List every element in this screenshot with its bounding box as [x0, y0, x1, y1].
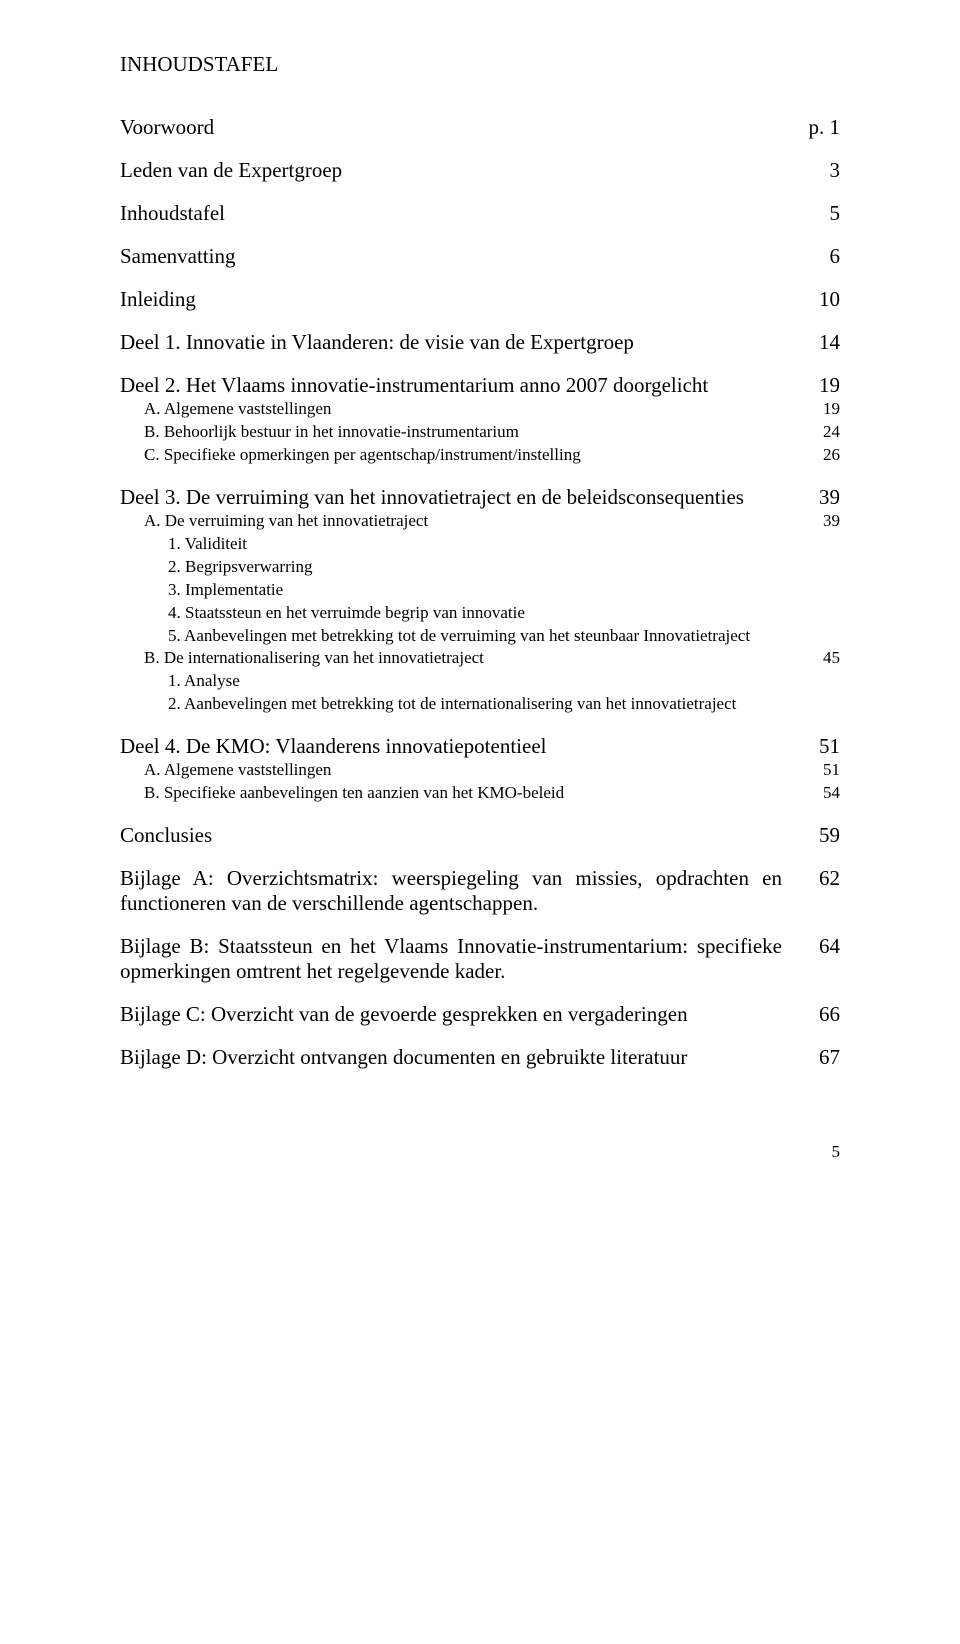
- toc-page-number: 24: [806, 421, 840, 444]
- toc-label: Bijlage C: Overzicht van de gevoerde ges…: [120, 1002, 806, 1027]
- toc-label: Leden van de Expertgroep: [120, 158, 806, 183]
- toc-subsub-deel3-a2: 2. Begripsverwarring: [168, 556, 840, 579]
- toc-page-number: 67: [806, 1045, 840, 1070]
- toc-entry-bijlage-c: Bijlage C: Overzicht van de gevoerde ges…: [120, 1002, 840, 1027]
- toc-page-number: 62: [806, 866, 840, 891]
- toc-page-number: 19: [806, 373, 840, 398]
- bijlage-prefix: Bijlage A: [120, 866, 208, 890]
- toc-label: C. Specifieke opmerkingen per agentschap…: [144, 444, 806, 467]
- bijlage-rest: : Staatssteun en het Vlaams Innovatie-in…: [120, 934, 782, 983]
- toc-subsub-deel3-a4: 4. Staatssteun en het verruimde begrip v…: [168, 602, 840, 625]
- toc-label: B. Behoorlijk bestuur in het innovatie-i…: [144, 421, 806, 444]
- toc-page-number: 5: [806, 201, 840, 226]
- toc-subsub-deel3-b2: 2. Aanbevelingen met betrekking tot de i…: [168, 693, 840, 716]
- toc-entry-inhoudstafel: Inhoudstafel 5: [120, 201, 840, 226]
- toc-page-number: 39: [806, 485, 840, 510]
- toc-entry-conclusies: Conclusies 59: [120, 823, 840, 848]
- toc-label: B. Specifieke aanbevelingen ten aanzien …: [144, 782, 806, 805]
- toc-page: INHOUDSTAFEL Voorwoord p. 1 Leden van de…: [0, 0, 960, 1202]
- page-footer-number: 5: [120, 1142, 840, 1162]
- bijlage-prefix: Bijlage B: [120, 934, 203, 958]
- toc-subentry-deel4-a: A. Algemene vaststellingen 51: [144, 759, 840, 782]
- toc-label: Conclusies: [120, 823, 806, 848]
- toc-subentry-deel2-a: A. Algemene vaststellingen 19: [144, 398, 840, 421]
- toc-page-number: 6: [806, 244, 840, 269]
- bijlage-rest: : Overzichtsmatrix: weerspiegeling van m…: [120, 866, 782, 915]
- bijlage-rest: : Overzicht van de gevoerde gesprekken e…: [200, 1002, 688, 1026]
- toc-entry-bijlage-b: Bijlage B: Staatssteun en het Vlaams Inn…: [120, 934, 840, 984]
- toc-subentry-deel2-b: B. Behoorlijk bestuur in het innovatie-i…: [144, 421, 840, 444]
- toc-label: Samenvatting: [120, 244, 806, 269]
- toc-entry-bijlage-d: Bijlage D: Overzicht ontvangen documente…: [120, 1045, 840, 1070]
- toc-page-number: 3: [806, 158, 840, 183]
- toc-page-number: 54: [806, 782, 840, 805]
- toc-label: Deel 3. De verruiming van het innovatiet…: [120, 485, 806, 510]
- toc-label: Deel 2. Het Vlaams innovatie-instrumenta…: [120, 373, 806, 398]
- toc-page-number: 59: [806, 823, 840, 848]
- toc-page-number: 66: [806, 1002, 840, 1027]
- toc-subsub-deel3-b1: 1. Analyse: [168, 670, 840, 693]
- toc-label: B. De internationalisering van het innov…: [144, 647, 806, 670]
- toc-subentry-deel2-c: C. Specifieke opmerkingen per agentschap…: [144, 444, 840, 467]
- toc-subsub-deel3-a1: 1. Validiteit: [168, 533, 840, 556]
- toc-subentry-deel3-b: B. De internationalisering van het innov…: [144, 647, 840, 670]
- toc-label: Bijlage D: Overzicht ontvangen documente…: [120, 1045, 806, 1070]
- toc-subentry-deel3-a: A. De verruiming van het innovatietrajec…: [144, 510, 840, 533]
- toc-entry-samenvatting: Samenvatting 6: [120, 244, 840, 269]
- toc-entry-inleiding: Inleiding 10: [120, 287, 840, 312]
- toc-entry-deel4: Deel 4. De KMO: Vlaanderens innovatiepot…: [120, 734, 840, 759]
- toc-label: Deel 1. Innovatie in Vlaanderen: de visi…: [120, 330, 806, 355]
- toc-subsub-deel3-a3: 3. Implementatie: [168, 579, 840, 602]
- toc-page-number: 14: [806, 330, 840, 355]
- toc-page-number: 64: [806, 934, 840, 959]
- toc-page-number: 45: [806, 647, 840, 670]
- toc-entry-deel3: Deel 3. De verruiming van het innovatiet…: [120, 485, 840, 510]
- toc-page-number: 26: [806, 444, 840, 467]
- toc-label: Bijlage A: Overzichtsmatrix: weerspiegel…: [120, 866, 806, 916]
- toc-entry-leden: Leden van de Expertgroep 3: [120, 158, 840, 183]
- toc-entry-deel1: Deel 1. Innovatie in Vlaanderen: de visi…: [120, 330, 840, 355]
- toc-label: A. Algemene vaststellingen: [144, 759, 806, 782]
- bijlage-prefix: Bijlage D: [120, 1045, 201, 1069]
- toc-label: Bijlage B: Staatssteun en het Vlaams Inn…: [120, 934, 806, 984]
- toc-page-number: 10: [806, 287, 840, 312]
- toc-subsub-deel3-a5: 5. Aanbevelingen met betrekking tot de v…: [168, 625, 840, 648]
- toc-entry-deel2: Deel 2. Het Vlaams innovatie-instrumenta…: [120, 373, 840, 398]
- toc-title: INHOUDSTAFEL: [120, 52, 840, 77]
- toc-entry-bijlage-a: Bijlage A: Overzichtsmatrix: weerspiegel…: [120, 866, 840, 916]
- toc-label: Deel 4. De KMO: Vlaanderens innovatiepot…: [120, 734, 806, 759]
- toc-label: A. De verruiming van het innovatietrajec…: [144, 510, 806, 533]
- toc-label: A. Algemene vaststellingen: [144, 398, 806, 421]
- toc-label: Inhoudstafel: [120, 201, 806, 226]
- toc-page-number: 19: [806, 398, 840, 421]
- toc-page-number: 51: [806, 734, 840, 759]
- toc-label: Inleiding: [120, 287, 806, 312]
- toc-entry-voorwoord: Voorwoord p. 1: [120, 115, 840, 140]
- bijlage-prefix: Bijlage C: [120, 1002, 200, 1026]
- toc-block-deel4: Deel 4. De KMO: Vlaanderens innovatiepot…: [120, 734, 840, 805]
- toc-subentry-deel4-b: B. Specifieke aanbevelingen ten aanzien …: [144, 782, 840, 805]
- toc-page-number: 51: [806, 759, 840, 782]
- bijlage-rest: : Overzicht ontvangen documenten en gebr…: [201, 1045, 687, 1069]
- toc-block-deel2: Deel 2. Het Vlaams innovatie-instrumenta…: [120, 373, 840, 467]
- toc-page-number: 39: [806, 510, 840, 533]
- toc-label: Voorwoord: [120, 115, 806, 140]
- toc-block-deel3: Deel 3. De verruiming van het innovatiet…: [120, 485, 840, 716]
- toc-page-number: p. 1: [806, 115, 840, 140]
